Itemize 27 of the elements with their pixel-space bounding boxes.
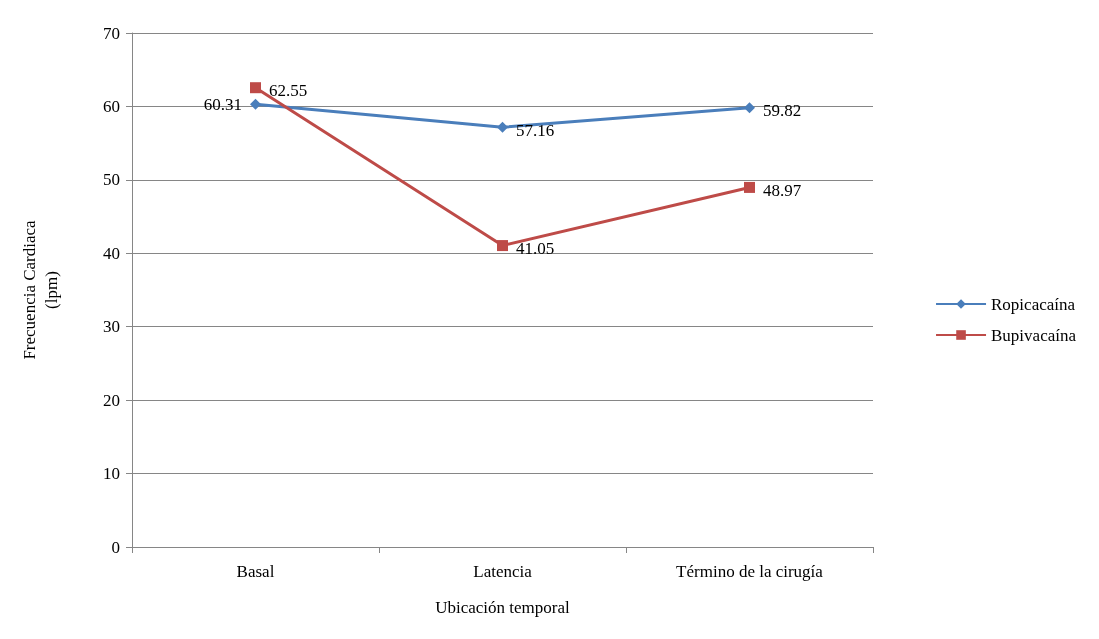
point <box>497 240 508 252</box>
y-tick-label: 60 <box>103 96 120 116</box>
y-tick-label: 40 <box>103 243 120 263</box>
legend-label: Bupivacaína <box>991 325 1077 345</box>
y-axis-title: Frecuencia Cardiaca (lpm) <box>19 219 61 360</box>
point <box>250 98 261 110</box>
y-tick-label: 10 <box>103 464 120 484</box>
y-tick-label: 0 <box>111 537 120 557</box>
x-tick-label: Basal <box>236 562 275 581</box>
x-tick-label: Latencia <box>473 562 533 581</box>
data-label: 57.16 <box>516 120 555 140</box>
y-tick-label: 30 <box>103 317 120 337</box>
x-tick-label: Término de la cirugía <box>676 562 824 581</box>
data-label: 59.82 <box>763 101 802 121</box>
point <box>497 121 508 133</box>
data-label: 60.31 <box>203 94 242 114</box>
point <box>250 82 261 94</box>
y-tick-label: 70 <box>103 23 120 43</box>
data-label: 62.55 <box>269 81 308 101</box>
y-tick-label: 50 <box>103 170 120 190</box>
legend-label: Ropicacaína <box>991 294 1076 314</box>
point <box>744 181 755 193</box>
x-axis-title: Ubicación temporal <box>435 598 571 617</box>
data-label: 41.05 <box>516 239 555 259</box>
point <box>744 102 755 114</box>
y-tick-label: 20 <box>103 390 120 410</box>
data-label: 48.97 <box>763 180 802 200</box>
